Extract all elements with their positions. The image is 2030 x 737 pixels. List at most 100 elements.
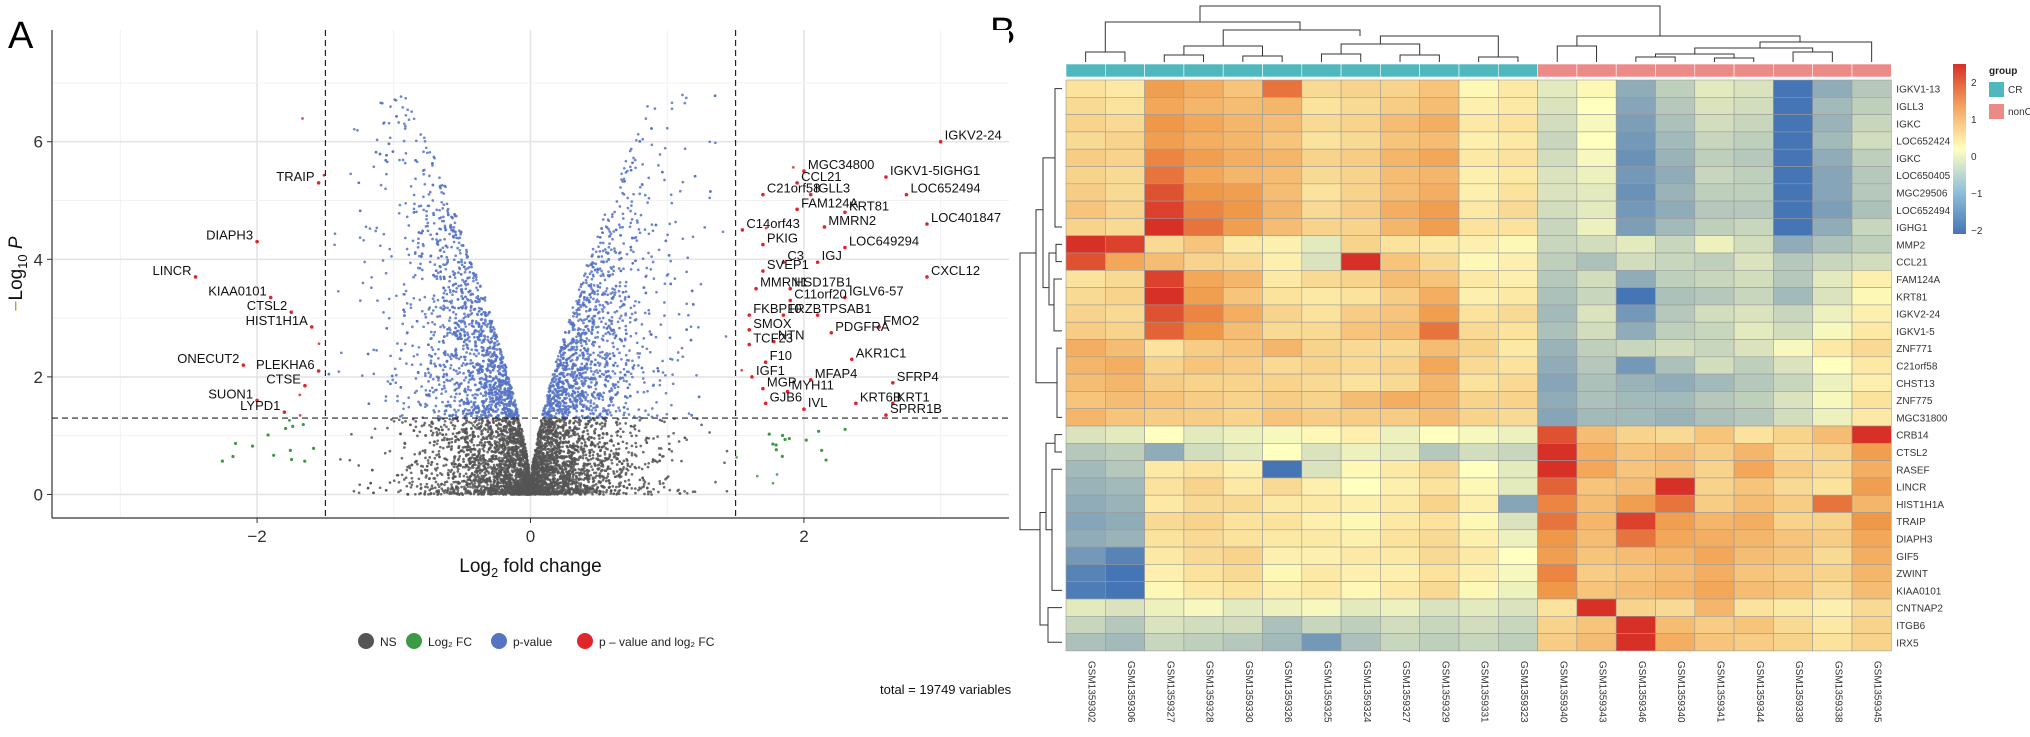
data-point xyxy=(714,480,717,484)
data-point xyxy=(624,290,628,293)
data-point xyxy=(473,473,477,477)
data-point xyxy=(677,312,681,316)
data-point xyxy=(448,417,452,421)
data-point xyxy=(405,247,409,251)
data-point xyxy=(586,358,590,362)
data-point xyxy=(454,475,457,478)
data-point xyxy=(439,445,442,449)
data-point xyxy=(589,404,593,408)
data-point xyxy=(443,483,446,487)
data-point xyxy=(485,422,489,426)
data-point xyxy=(481,404,485,407)
data-point xyxy=(372,165,376,169)
data-point xyxy=(583,469,587,473)
data-point xyxy=(602,459,606,463)
data-point xyxy=(585,456,588,460)
data-point xyxy=(610,434,613,438)
data-point xyxy=(436,256,440,260)
data-point xyxy=(446,400,450,404)
data-point xyxy=(356,129,359,132)
data-point xyxy=(517,413,520,417)
data-point xyxy=(542,409,545,413)
data-point xyxy=(628,316,632,320)
data-point xyxy=(638,192,642,196)
data-point xyxy=(667,442,671,446)
data-point xyxy=(467,468,470,472)
data-point xyxy=(426,321,430,325)
data-point xyxy=(577,416,581,420)
data-point xyxy=(424,146,428,150)
data-point xyxy=(404,289,408,293)
data-point xyxy=(458,371,462,374)
data-point xyxy=(668,357,672,361)
data-point xyxy=(604,490,608,494)
data-point xyxy=(486,450,489,454)
data-point xyxy=(404,476,408,480)
data-point xyxy=(560,473,563,476)
data-point xyxy=(582,438,586,442)
data-point xyxy=(450,216,454,219)
data-point xyxy=(595,298,599,302)
data-point xyxy=(475,423,479,427)
data-point xyxy=(593,445,597,448)
data-point xyxy=(617,223,621,227)
data-point xyxy=(480,474,484,478)
data-point xyxy=(635,219,639,222)
data-point xyxy=(623,298,627,301)
data-point xyxy=(608,352,611,356)
data-point xyxy=(378,244,382,248)
data-point xyxy=(639,487,642,490)
data-point xyxy=(521,435,525,439)
data-point xyxy=(598,476,602,479)
data-point xyxy=(586,376,590,380)
data-point xyxy=(438,314,442,318)
data-point xyxy=(462,474,466,478)
data-point xyxy=(574,415,578,419)
data-point xyxy=(412,117,416,121)
data-point xyxy=(634,434,638,438)
data-point xyxy=(442,464,446,468)
data-point xyxy=(402,407,405,411)
data-point xyxy=(473,420,477,424)
data-point xyxy=(409,306,413,310)
data-point xyxy=(567,448,570,452)
data-point xyxy=(580,414,584,418)
data-point xyxy=(457,241,461,245)
data-point xyxy=(610,315,614,319)
data-point xyxy=(594,250,598,254)
data-point xyxy=(388,481,392,484)
data-point xyxy=(514,458,517,462)
data-point xyxy=(397,121,401,124)
data-point xyxy=(411,344,414,348)
data-point xyxy=(572,433,576,437)
data-point xyxy=(446,258,450,262)
data-point xyxy=(363,260,367,264)
data-point xyxy=(474,275,478,279)
data-point xyxy=(429,463,433,467)
data-point xyxy=(559,489,563,492)
data-point xyxy=(456,419,460,423)
data-point xyxy=(606,379,610,383)
data-point xyxy=(381,259,385,262)
data-point xyxy=(647,482,651,485)
data-point xyxy=(624,361,628,365)
data-point xyxy=(443,306,447,309)
data-point xyxy=(481,353,484,357)
data-point xyxy=(417,477,421,481)
data-point xyxy=(402,401,406,405)
data-point xyxy=(561,487,565,491)
data-point xyxy=(625,442,629,445)
data-point xyxy=(607,227,610,231)
data-point xyxy=(387,297,391,301)
data-point xyxy=(670,107,674,111)
data-point xyxy=(592,412,595,416)
data-point xyxy=(589,385,593,389)
data-point xyxy=(428,306,431,309)
data-point xyxy=(603,353,607,357)
data-point xyxy=(638,185,642,189)
data-point xyxy=(450,245,453,249)
data-point xyxy=(437,409,441,413)
data-point xyxy=(404,201,408,205)
data-point xyxy=(579,349,582,352)
data-point xyxy=(685,302,689,306)
